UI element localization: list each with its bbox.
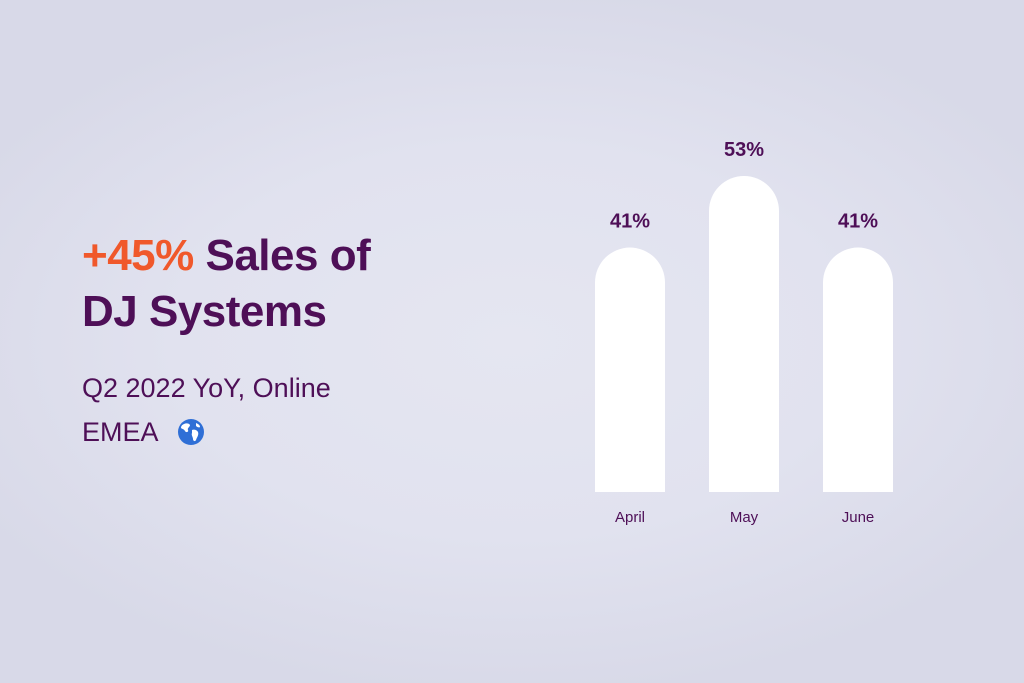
headline-line2: DJ Systems — [82, 287, 327, 336]
headline-line1: Sales of — [193, 231, 371, 280]
headline-accent: +45% — [82, 231, 194, 280]
bar-may — [709, 176, 779, 492]
bar-chart: 41% April 53% May 41% June — [595, 139, 893, 526]
headline: +45% Sales of DJ Systems — [82, 228, 502, 340]
value-label-june: 41% — [838, 211, 878, 233]
subtitle-period: Q2 2022 YoY, Online — [82, 373, 331, 403]
category-label-april: April — [615, 509, 645, 526]
subtitle-region: EMEA — [82, 417, 159, 447]
bar-june — [823, 247, 893, 492]
subtitle-region-row: EMEA — [82, 416, 205, 448]
value-label-april: 41% — [610, 211, 650, 233]
category-label-may: May — [730, 509, 759, 526]
value-label-may: 53% — [724, 139, 764, 161]
globe-icon — [177, 419, 204, 445]
bar-april — [595, 247, 665, 492]
category-label-june: June — [842, 509, 875, 526]
